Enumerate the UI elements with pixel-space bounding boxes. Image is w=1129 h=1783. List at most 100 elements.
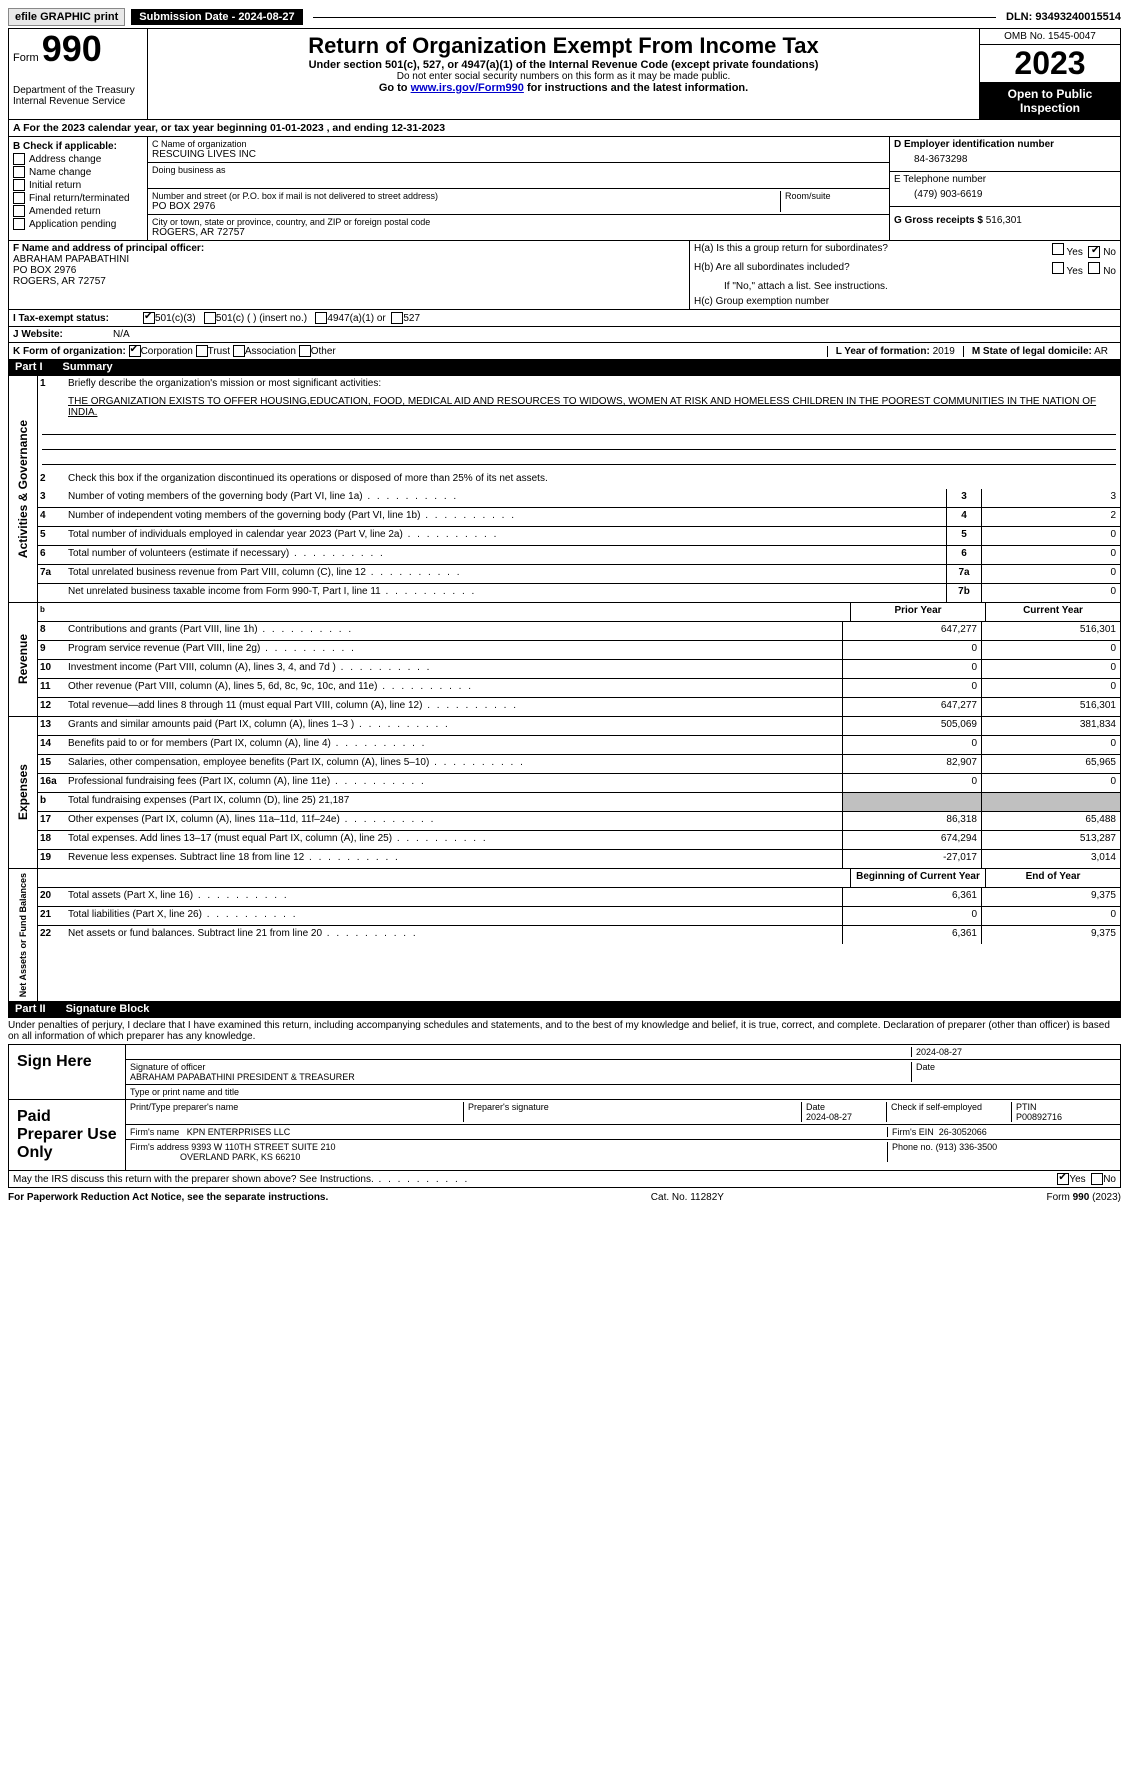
sign-here-label: Sign Here [9,1045,126,1099]
form-header: Form 990 Department of the Treasury Inte… [9,29,1120,120]
hc-row: H(c) Group exemption number [690,294,1120,309]
beginning-year-header: Beginning of Current Year [850,869,985,887]
form-number: 990 [42,28,102,69]
row-klm: K Form of organization: Corporation Trus… [9,343,1120,359]
summary-line: 14Benefits paid to or for members (Part … [38,736,1120,755]
governance-section: Activities & Governance 1Briefly describ… [9,375,1120,602]
open-public-label: Open to Public Inspection [980,83,1120,119]
form-ref: Form 990 (2023) [1047,1192,1121,1203]
checkbox[interactable] [13,192,25,204]
checkbox[interactable] [13,179,25,191]
firm-phone: (913) 336-3500 [936,1142,998,1152]
summary-line: 15Salaries, other compensation, employee… [38,755,1120,774]
summary-line: 6Total number of volunteers (estimate if… [38,546,1120,565]
checkbox[interactable] [13,153,25,165]
colb-option: Name change [13,166,143,178]
col-b-label: B Check if applicable: [13,141,143,152]
part-ii-header: Part IISignature Block [9,1001,1120,1017]
goto-line: Go to www.irs.gov/Form990 for instructio… [152,82,975,94]
corp-checkbox[interactable] [129,345,141,357]
assoc-checkbox[interactable] [233,345,245,357]
pra-notice: For Paperwork Reduction Act Notice, see … [8,1192,328,1203]
checkbox[interactable] [13,218,25,230]
expenses-section: Expenses 13Grants and similar amounts pa… [9,716,1120,868]
discuss-no-checkbox[interactable] [1091,1173,1103,1185]
checkbox[interactable] [13,205,25,217]
sig-date: 2024-08-27 [911,1047,1116,1057]
officer-addr2: ROGERS, AR 72757 [13,276,685,287]
org-city: ROGERS, AR 72757 [152,227,885,238]
summary-line: 12Total revenue—add lines 8 through 11 (… [38,698,1120,716]
form-container: Form 990 Department of the Treasury Inte… [8,28,1121,1018]
room-label: Room/suite [785,191,885,201]
summary-line: 21Total liabilities (Part X, line 26)00 [38,907,1120,926]
section-bcd: B Check if applicable: Address changeNam… [9,137,1120,240]
colb-option: Address change [13,153,143,165]
summary-line: 4Number of independent voting members of… [38,508,1120,527]
part-i-header: Part ISummary [9,359,1120,375]
tel-value: (479) 903-6619 [894,185,1116,204]
revenue-section: Revenue b Prior Year Current Year 8Contr… [9,602,1120,716]
end-year-header: End of Year [985,869,1120,887]
colb-option: Initial return [13,179,143,191]
discuss-yes-checkbox[interactable] [1057,1173,1069,1185]
prep-date: 2024-08-27 [806,1112,852,1122]
gov-vlabel: Activities & Governance [14,416,32,562]
summary-line: 7aTotal unrelated business revenue from … [38,565,1120,584]
section-fh: F Name and address of principal officer:… [9,240,1120,309]
irs-link[interactable]: www.irs.gov/Form990 [411,82,524,94]
summary-line: 22Net assets or fund balances. Subtract … [38,926,1120,944]
officer-label: F Name and address of principal officer: [13,243,685,254]
row-i: I Tax-exempt status: 501(c)(3) 501(c) ( … [9,309,1120,327]
dln: DLN: 93493240015514 [1006,11,1121,23]
org-name-label: C Name of organization [152,139,885,149]
officer-addr1: PO BOX 2976 [13,265,685,276]
summary-line: 9Program service revenue (Part VIII, lin… [38,641,1120,660]
row-j: J Website: N/A [9,327,1120,343]
summary-line: Net unrelated business taxable income fr… [38,584,1120,602]
ha-yes-checkbox[interactable] [1052,243,1064,255]
501c-checkbox[interactable] [204,312,216,324]
501c3-checkbox[interactable] [143,312,155,324]
form-subtitle: Under section 501(c), 527, or 4947(a)(1)… [152,59,975,71]
ptin-value: P00892716 [1016,1112,1062,1122]
prior-year-header: Prior Year [850,603,985,621]
summary-line: 13Grants and similar amounts paid (Part … [38,717,1120,736]
cat-no: Cat. No. 11282Y [651,1192,724,1203]
gross-label: G Gross receipts $ [894,215,983,226]
ssn-note: Do not enter social security numbers on … [152,71,975,82]
date-label: Date [911,1062,1116,1082]
summary-line: bTotal fundraising expenses (Part IX, co… [38,793,1120,812]
q1-label: Briefly describe the organization's miss… [66,376,1120,394]
summary-line: 3Number of voting members of the governi… [38,489,1120,508]
paid-preparer-block: Paid Preparer Use Only Print/Type prepar… [8,1100,1121,1171]
officer-signature: ABRAHAM PAPABATHINI PRESIDENT & TREASURE… [130,1072,911,1082]
sign-here-block: Sign Here 2024-08-27 Signature of office… [8,1044,1121,1100]
tax-year: 2023 [980,45,1120,83]
self-employed-check: Check if self-employed [887,1102,1012,1122]
other-checkbox[interactable] [299,345,311,357]
type-print-label: Type or print name and title [126,1085,1120,1099]
4947-checkbox[interactable] [315,312,327,324]
trust-checkbox[interactable] [196,345,208,357]
q2-text: Check this box if the organization disco… [66,471,1120,489]
colb-option: Final return/terminated [13,192,143,204]
ha-no-checkbox[interactable] [1088,246,1100,258]
colb-option: Amended return [13,205,143,217]
prep-sig-label: Preparer's signature [464,1102,802,1122]
efile-button[interactable]: efile GRAPHIC print [8,8,125,26]
org-name: RESCUING LIVES INC [152,149,885,160]
discuss-row: May the IRS discuss this return with the… [8,1171,1121,1188]
firm-name: KPN ENTERPRISES LLC [187,1127,291,1137]
firm-ein: 26-3052066 [939,1127,987,1137]
dept-label: Department of the Treasury Internal Reve… [13,85,143,107]
col-d: D Employer identification number 84-3673… [890,137,1120,240]
form-label: Form [13,52,39,64]
527-checkbox[interactable] [391,312,403,324]
current-year-header: Current Year [985,603,1120,621]
paid-preparer-label: Paid Preparer Use Only [9,1100,126,1170]
hb-yes-checkbox[interactable] [1052,262,1064,274]
declaration-text: Under penalties of perjury, I declare th… [8,1018,1121,1044]
hb-no-checkbox[interactable] [1088,262,1100,274]
checkbox[interactable] [13,166,25,178]
